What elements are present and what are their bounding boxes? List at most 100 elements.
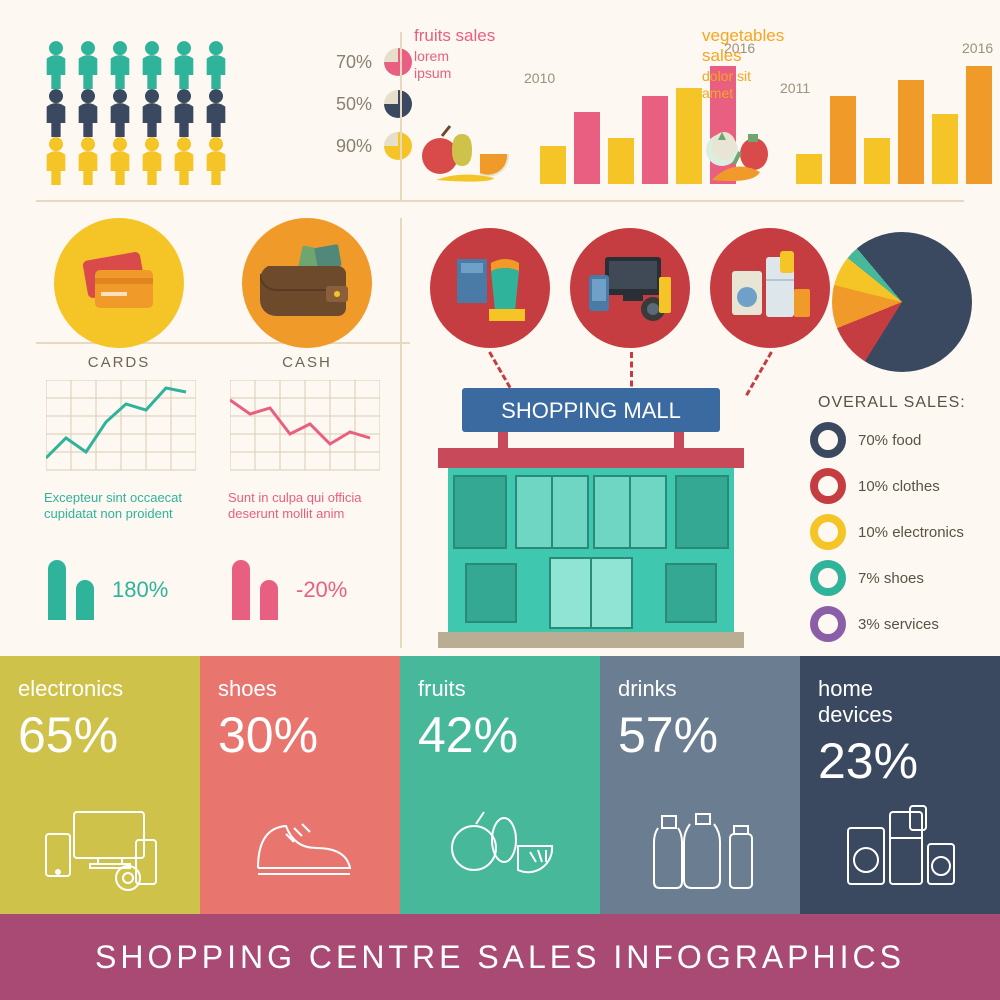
vegetables-icon <box>704 128 782 186</box>
mall-sign-text: SHOPPING MALL <box>501 398 681 423</box>
person-icon <box>170 88 198 134</box>
cards-label: CARDS <box>54 354 184 371</box>
people-legend-dot <box>384 48 412 76</box>
electronics-icon <box>587 251 673 325</box>
person-icon <box>42 40 70 86</box>
tile-icon <box>818 800 982 894</box>
tile-icon <box>218 774 382 894</box>
bar <box>642 96 668 184</box>
divider-v1 <box>400 32 402 200</box>
person-icon <box>74 40 102 86</box>
strip-tile: fruits 42% <box>400 656 600 914</box>
strip-tile: shoes 30% <box>200 656 400 914</box>
legend-ring <box>810 514 846 550</box>
bar <box>898 80 924 184</box>
strip-tile: homedevices 23% <box>800 656 1000 914</box>
clothes-icon <box>451 249 529 327</box>
people-section: 70% 50% 90% <box>42 40 412 184</box>
tile-name: shoes <box>218 676 382 702</box>
cards-mini-bars: 180% <box>48 560 168 620</box>
bar <box>608 138 634 184</box>
appliances-icon <box>728 249 812 327</box>
legend-ring <box>810 560 846 596</box>
category-circle-clothes <box>430 228 550 348</box>
mini-bar-value: 180% <box>112 577 168 603</box>
tile-name: drinks <box>618 676 782 702</box>
bar <box>932 114 958 184</box>
dash-3 <box>745 351 773 396</box>
vegetables-barchart <box>796 64 992 184</box>
person-icon <box>74 88 102 134</box>
strip-tile: drinks 57% <box>600 656 800 914</box>
bar <box>574 112 600 184</box>
person-icon <box>106 136 134 182</box>
divider-h1 <box>36 200 964 202</box>
mini-bar-value: -20% <box>296 577 347 603</box>
tile-icon <box>618 774 782 894</box>
fruits-title: fruits sales <box>414 26 694 46</box>
mini-bar <box>232 560 250 620</box>
people-legend-pct: 90% <box>336 136 372 157</box>
overall-legend: 70% food 10% clothes 10% electronics 7% … <box>810 422 964 652</box>
mini-bar <box>76 580 94 620</box>
tile-icon <box>418 774 582 894</box>
people-legend-pct: 70% <box>336 52 372 73</box>
bottom-strip: electronics 65% shoes 30% fruits 42% dri… <box>0 656 1000 914</box>
tile-pct: 30% <box>218 706 382 764</box>
payment-cash: CASH <box>242 218 372 371</box>
cash-label: CASH <box>242 354 372 371</box>
tile-name: fruits <box>418 676 582 702</box>
person-icon <box>138 88 166 134</box>
tile-icon <box>18 774 182 894</box>
person-icon <box>74 136 102 182</box>
person-icon <box>202 88 230 134</box>
tile-pct: 65% <box>18 706 182 764</box>
payment-cards: CARDS <box>54 218 184 371</box>
footer-text: SHOPPING CENTRE SALES INFOGRAPHICS <box>95 939 905 976</box>
cards-blurb: Excepteur sint occaecat cupidatat non pr… <box>44 490 214 523</box>
tile-name: homedevices <box>818 676 982 728</box>
fruits-year-start: 2010 <box>524 70 555 86</box>
person-icon <box>170 40 198 86</box>
legend-ring <box>810 422 846 458</box>
legend-text: 7% shoes <box>858 570 924 587</box>
legend-ring <box>810 468 846 504</box>
overall-pie <box>832 232 972 372</box>
person-icon <box>138 40 166 86</box>
bar <box>864 138 890 184</box>
legend-text: 3% services <box>858 616 939 633</box>
person-icon <box>202 40 230 86</box>
tile-pct: 42% <box>418 706 582 764</box>
vegetables-title: vegetablessales <box>702 26 982 66</box>
bar <box>830 96 856 184</box>
person-icon <box>138 136 166 182</box>
veg-year-end: 2016 <box>962 40 993 56</box>
tile-pct: 57% <box>618 706 782 764</box>
legend-text: 10% electronics <box>858 524 964 541</box>
category-circle-electronics <box>570 228 690 348</box>
bar <box>540 146 566 184</box>
person-icon <box>42 88 70 134</box>
mall-illustration: SHOPPING MALL <box>438 388 744 653</box>
divider-v2 <box>400 218 402 648</box>
mini-bar <box>260 580 278 620</box>
people-legend-dot <box>384 90 412 118</box>
overall-title: OVERALL SALES: <box>818 394 966 412</box>
legend-text: 70% food <box>858 432 921 449</box>
person-icon <box>106 88 134 134</box>
person-icon <box>42 136 70 182</box>
people-legend-dot <box>384 132 412 160</box>
cash-mini-bars: -20% <box>232 560 347 620</box>
legend-text: 10% clothes <box>858 478 940 495</box>
cards-minichart <box>46 380 196 476</box>
bar <box>966 66 992 184</box>
people-legend-pct: 50% <box>336 94 372 115</box>
person-icon <box>170 136 198 182</box>
cash-blurb: Sunt in culpa qui officia deserunt molli… <box>228 490 398 523</box>
person-icon <box>202 136 230 182</box>
footer-title: SHOPPING CENTRE SALES INFOGRAPHICS <box>0 914 1000 1000</box>
tile-name: electronics <box>18 676 182 702</box>
fruits-icon <box>420 122 510 184</box>
strip-tile: electronics 65% <box>0 656 200 914</box>
bar <box>796 154 822 184</box>
